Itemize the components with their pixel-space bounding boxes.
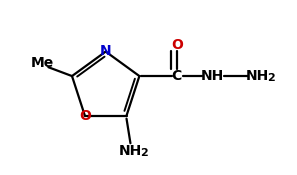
Text: C: C bbox=[172, 69, 182, 83]
Text: Me: Me bbox=[31, 56, 54, 70]
Text: 2: 2 bbox=[140, 148, 148, 158]
Text: N: N bbox=[100, 44, 111, 58]
Text: O: O bbox=[79, 109, 91, 123]
Text: O: O bbox=[171, 38, 183, 52]
Text: NH: NH bbox=[246, 69, 269, 83]
Text: NH: NH bbox=[119, 144, 142, 158]
Text: NH: NH bbox=[200, 69, 224, 83]
Text: 2: 2 bbox=[267, 73, 275, 83]
